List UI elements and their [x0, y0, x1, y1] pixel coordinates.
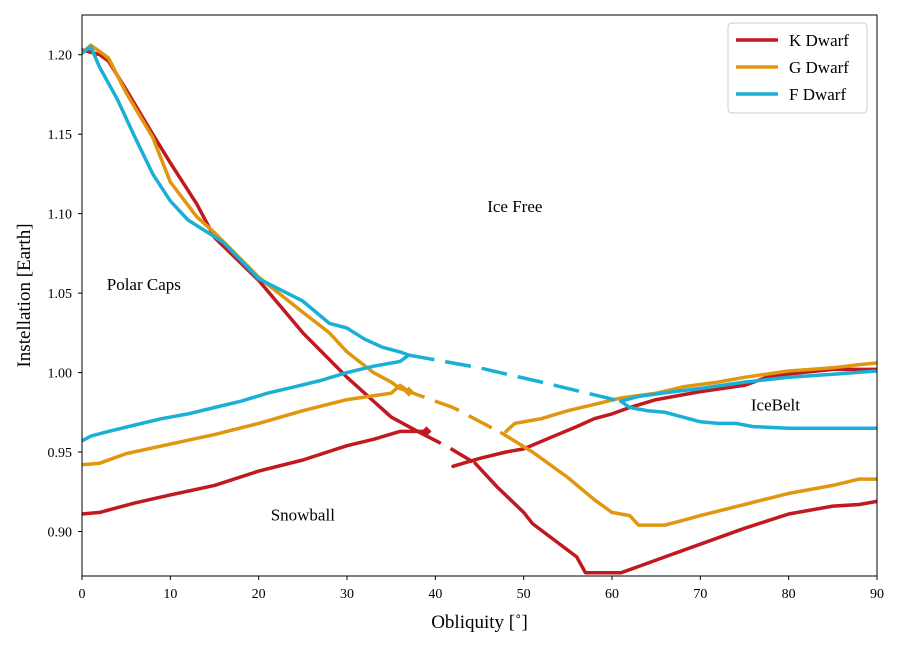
- series-line-g-dwarf-transition: [399, 386, 503, 435]
- series-line-f-dwarf-upper-boundary: [82, 45, 411, 357]
- legend: K Dwarf G Dwarf F Dwarf: [727, 22, 868, 114]
- region-label-icebelt: IceBelt: [751, 396, 800, 415]
- series-layer: [82, 43, 877, 575]
- region-label-snowball: Snowball: [271, 505, 336, 524]
- tick-layer: 0 10 20 30 40 50 60 70 80 90 0.90 0.95 1.00 1.05 1.10 1…: [48, 49, 885, 602]
- y-tick-label: 1.20: [48, 49, 73, 64]
- x-tick-label: 50: [517, 587, 531, 602]
- legend-box: [727, 22, 868, 114]
- annotation-layer: Ice Free Polar Caps IceBelt Snowball: [107, 197, 800, 524]
- x-tick-label: 20: [252, 587, 266, 602]
- legend-label-g-dwarf: G Dwarf: [789, 58, 849, 77]
- series-line-k-dwarf-lower-boundary: [82, 429, 429, 516]
- y-tick-label: 1.00: [48, 367, 73, 382]
- region-label-polar-caps: Polar Caps: [107, 275, 181, 294]
- x-tick-label: 40: [428, 587, 442, 602]
- marker-layer: [403, 386, 432, 437]
- series-line-f-dwarf-icebelt-inner: [619, 369, 877, 403]
- series-line-k-dwarf-icebelt-inner: [451, 367, 877, 469]
- series-line-g-dwarf-upper-boundary: [82, 43, 402, 391]
- series-line-g-dwarf-icebelt-inner: [504, 361, 877, 434]
- x-tick-label: 10: [163, 587, 177, 602]
- series-line-k-dwarf-icebelt-outer: [473, 461, 877, 575]
- y-tick-label: 0.90: [48, 526, 73, 541]
- y-tick-label: 1.15: [48, 128, 73, 143]
- legend-label-f-dwarf: F Dwarf: [789, 85, 846, 104]
- transition-marker-g-dwarf: [403, 386, 414, 397]
- x-tick-label: 90: [870, 587, 884, 602]
- x-axis-label: Obliquity [˚]: [431, 612, 528, 633]
- x-tick-label: 60: [605, 587, 619, 602]
- legend-label-k-dwarf: K Dwarf: [789, 31, 849, 50]
- series-line-g-dwarf-lower-boundary: [82, 383, 411, 467]
- y-tick-label: 1.05: [48, 287, 73, 302]
- series-line-k-dwarf-upper-boundary: [82, 48, 420, 434]
- x-tick-label: 0: [79, 587, 86, 602]
- x-tick-label: 30: [340, 587, 354, 602]
- y-tick-label: 1.10: [48, 208, 73, 223]
- series-line-g-dwarf-icebelt-outer: [499, 431, 877, 527]
- region-label-ice-free: Ice Free: [487, 197, 542, 216]
- series-line-f-dwarf-lower-boundary: [82, 353, 411, 443]
- y-tick-label: 0.95: [48, 446, 73, 461]
- series-line-f-dwarf-icebelt-outer: [619, 399, 877, 430]
- y-axis-label: Instellation [Earth]: [14, 223, 35, 367]
- plot-frame: [81, 14, 878, 577]
- series-line-k-dwarf-transition: [416, 429, 477, 465]
- x-tick-label: 80: [782, 587, 796, 602]
- transition-marker-k-dwarf: [421, 426, 432, 437]
- series-line-f-dwarf-transition: [408, 353, 622, 403]
- x-tick-label: 70: [693, 587, 707, 602]
